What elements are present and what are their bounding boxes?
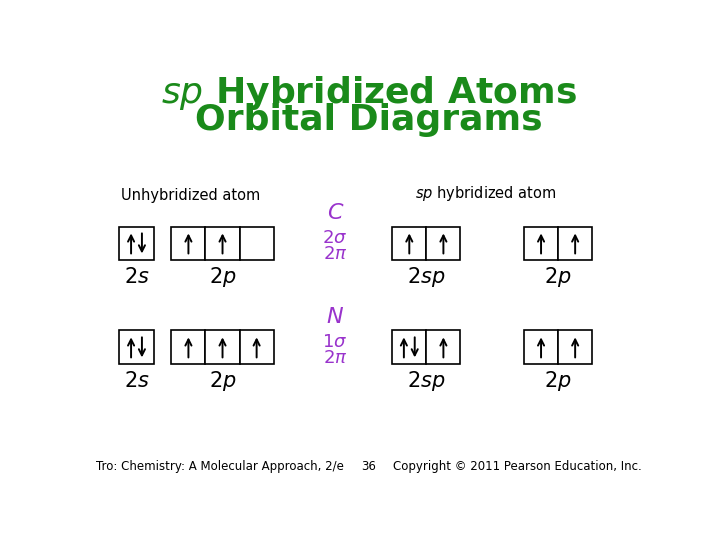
Text: $2\sigma$: $2\sigma$ [323,230,348,247]
Text: $2p$: $2p$ [544,369,572,393]
Text: N: N [327,307,343,327]
Bar [240,330,274,365]
Bar [392,226,426,260]
Text: $2p$: $2p$ [544,265,572,289]
Bar [240,226,274,260]
Text: 36: 36 [361,460,377,473]
Bar [426,330,461,365]
Bar [558,330,593,365]
Text: $2p$: $2p$ [209,369,236,393]
Text: $2s$: $2s$ [124,267,149,287]
Text: $\mathit{sp}$ hybridized atom: $\mathit{sp}$ hybridized atom [415,184,556,204]
Text: $2p$: $2p$ [209,265,236,289]
Bar [426,226,461,260]
Bar [120,226,153,260]
Text: $2\pi$: $2\pi$ [323,349,347,367]
Bar [205,330,240,365]
Bar [524,330,558,365]
Text: C: C [327,204,343,224]
Bar [171,330,205,365]
Text: Unhybridized atom: Unhybridized atom [121,188,261,204]
Text: Copyright © 2011 Pearson Education, Inc.: Copyright © 2011 Pearson Education, Inc. [393,460,642,473]
Text: Tro: Chemistry: A Molecular Approach, 2/e: Tro: Chemistry: A Molecular Approach, 2/… [96,460,344,473]
Bar [120,330,153,365]
Bar [205,226,240,260]
Text: $2sp$: $2sp$ [407,369,446,393]
Text: Orbital Diagrams: Orbital Diagrams [195,103,543,137]
Bar [558,226,593,260]
Text: $\mathit{sp}$ Hybridized Atoms: $\mathit{sp}$ Hybridized Atoms [161,75,577,112]
Bar [171,226,205,260]
Text: $1\sigma$: $1\sigma$ [323,333,348,352]
Bar [392,330,426,365]
Text: $2sp$: $2sp$ [407,265,446,289]
Bar [524,226,558,260]
Text: $2s$: $2s$ [124,372,149,392]
Text: $2\pi$: $2\pi$ [323,245,347,264]
